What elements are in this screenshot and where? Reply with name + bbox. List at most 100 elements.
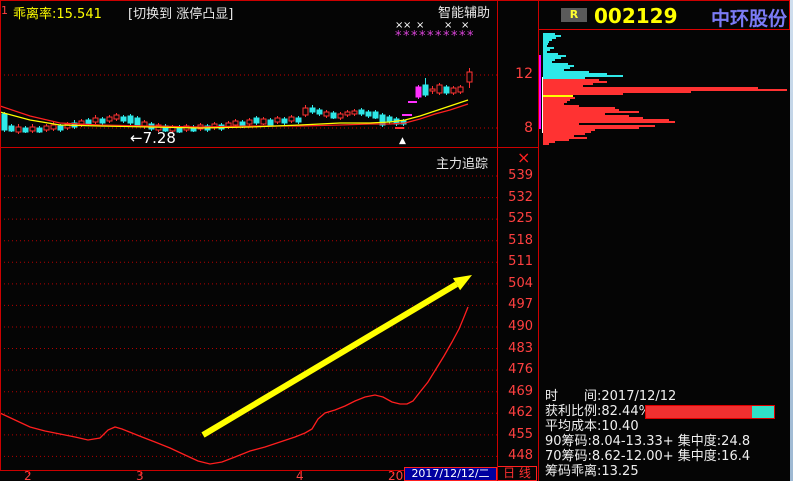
chip-bar (543, 131, 591, 133)
x-axis-tickmark (28, 470, 29, 474)
chip-bar (543, 47, 554, 49)
x-axis-line (0, 470, 497, 471)
r-badge: R (561, 8, 587, 22)
profit-ratio-bar (645, 405, 775, 419)
price-tag-annotation: ←7.28 (130, 129, 176, 147)
display-switch-button[interactable]: [切换到 涨停凸显] (128, 7, 234, 22)
chip-bar (543, 65, 574, 67)
low-point-marker: ▲ (399, 136, 406, 146)
svg-text:*: * (411, 29, 418, 44)
chip-bar (543, 43, 548, 45)
smart-assist-button[interactable]: 智能辅助 (438, 6, 491, 21)
y-axis-label: 497 (508, 297, 533, 313)
chip-bar (543, 117, 643, 119)
chip-bar (543, 135, 574, 137)
chip-bar (543, 55, 566, 57)
chip-bar (543, 51, 547, 53)
x-axis-tick: 3 (136, 469, 144, 481)
y-axis-label: 490 (508, 318, 533, 334)
period-selector[interactable]: 日 线 (497, 466, 537, 481)
main-force-panel: 主力追踪 (0, 147, 497, 470)
info-chips70: 70筹码:8.62-12.00+ 集中度:16.4 (545, 449, 751, 464)
chip-bar (543, 61, 552, 63)
stock-name: 中环股份 (711, 8, 788, 30)
chip-bar (543, 105, 579, 107)
chip-bar (543, 127, 639, 129)
info-chips90: 90筹码:8.04-13.33+ 集中度:24.8 (545, 434, 751, 449)
chip-bar (543, 129, 595, 131)
svg-text:*: * (443, 29, 450, 44)
svg-text:×: × (416, 20, 424, 31)
info-chip-bias: 筹码乖离:13.25 (545, 464, 639, 479)
chip-info-panel: 时 间:2017/12/12 获利比例:82.44% 平均成本:10.40 90… (545, 389, 788, 481)
y-axis-label: 539 (508, 168, 533, 183)
chip-bar (543, 57, 561, 59)
chip-bar (543, 63, 568, 65)
corner-marker: 1 (1, 4, 8, 17)
window-edge-strip (790, 0, 793, 481)
stock-header: R 002129 中环股份 (538, 0, 790, 30)
chip-bar (543, 115, 629, 117)
y-axis-label: 448 (508, 448, 533, 464)
y-axis-label: 525 (508, 211, 533, 227)
chip-bar (543, 87, 758, 89)
divider-horizontal (0, 147, 538, 148)
chip-bar (543, 37, 556, 39)
chip-bar (543, 53, 558, 55)
chip-price-axis-line (539, 55, 541, 129)
y-axis-label: 532 (508, 189, 533, 205)
chip-bar (543, 93, 623, 95)
divider-vertical-2 (538, 0, 539, 481)
chip-bar (543, 103, 564, 105)
chip-bar (543, 39, 552, 41)
info-time: 时 间:2017/12/12 (545, 389, 677, 404)
kline-chart[interactable]: × × × × ×* * * * * * * * * * (0, 0, 497, 147)
chip-bar (543, 81, 607, 83)
y-axis-label: 469 (508, 383, 533, 399)
kline-panel: × × × × × * * * * * * * * * * 1 乖离率:15.541 [切换到 涨停凸显] … (0, 0, 497, 147)
y-axis-label: 476 (508, 362, 533, 378)
x-axis-tick: 20 (388, 469, 404, 481)
chip-bar (543, 69, 564, 71)
main-force-chart[interactable] (0, 147, 497, 470)
chip-bar (543, 49, 550, 51)
y-axis-column: 539 532 525 518 511 504 497 490 483 476 469 462 455 4… (497, 0, 538, 481)
chip-bar (543, 83, 593, 85)
x-axis-tickmark (140, 470, 141, 474)
divider-vertical-1 (497, 0, 498, 481)
svg-text:*: * (467, 29, 474, 44)
chip-bar (543, 111, 639, 113)
svg-text:*: * (395, 29, 402, 44)
chip-bar (543, 35, 561, 37)
x-axis-tick: 2 (24, 469, 32, 481)
svg-text:×: × (395, 20, 403, 31)
chip-bar (543, 71, 589, 73)
svg-text:×: × (444, 20, 452, 31)
svg-text:×: × (461, 20, 469, 31)
chip-bar (543, 97, 575, 99)
chip-bar (543, 143, 549, 145)
right-panel: R 002129 中环股份 时 间:2017/12/12 获利比例:82.44%… (538, 0, 790, 481)
chip-bar (543, 107, 615, 109)
y-axis-label: 511 (508, 254, 533, 270)
svg-text:*: * (451, 29, 458, 44)
chip-bar (543, 113, 605, 115)
x-axis-row: 2017/12/12/二 日 线 2 3 4 20 (0, 466, 538, 481)
svg-text:*: * (419, 29, 426, 44)
current-date-box[interactable]: 2017/12/12/二 (404, 467, 497, 481)
chip-bar (543, 125, 655, 127)
y-axis-label: 483 (508, 340, 533, 356)
chip-bar (543, 99, 570, 101)
chip-bar (543, 89, 787, 91)
y-axis-label: 504 (508, 275, 533, 291)
stock-code: 002129 (594, 4, 678, 28)
border-top (0, 0, 793, 1)
chip-bar (543, 79, 599, 81)
close-icon[interactable]: × (517, 148, 531, 167)
profit-bar-rest (751, 406, 774, 418)
chip-bar (543, 101, 567, 103)
chip-bar (543, 45, 547, 47)
chip-distribution-chart[interactable] (538, 31, 789, 150)
chip-bar (543, 33, 555, 35)
